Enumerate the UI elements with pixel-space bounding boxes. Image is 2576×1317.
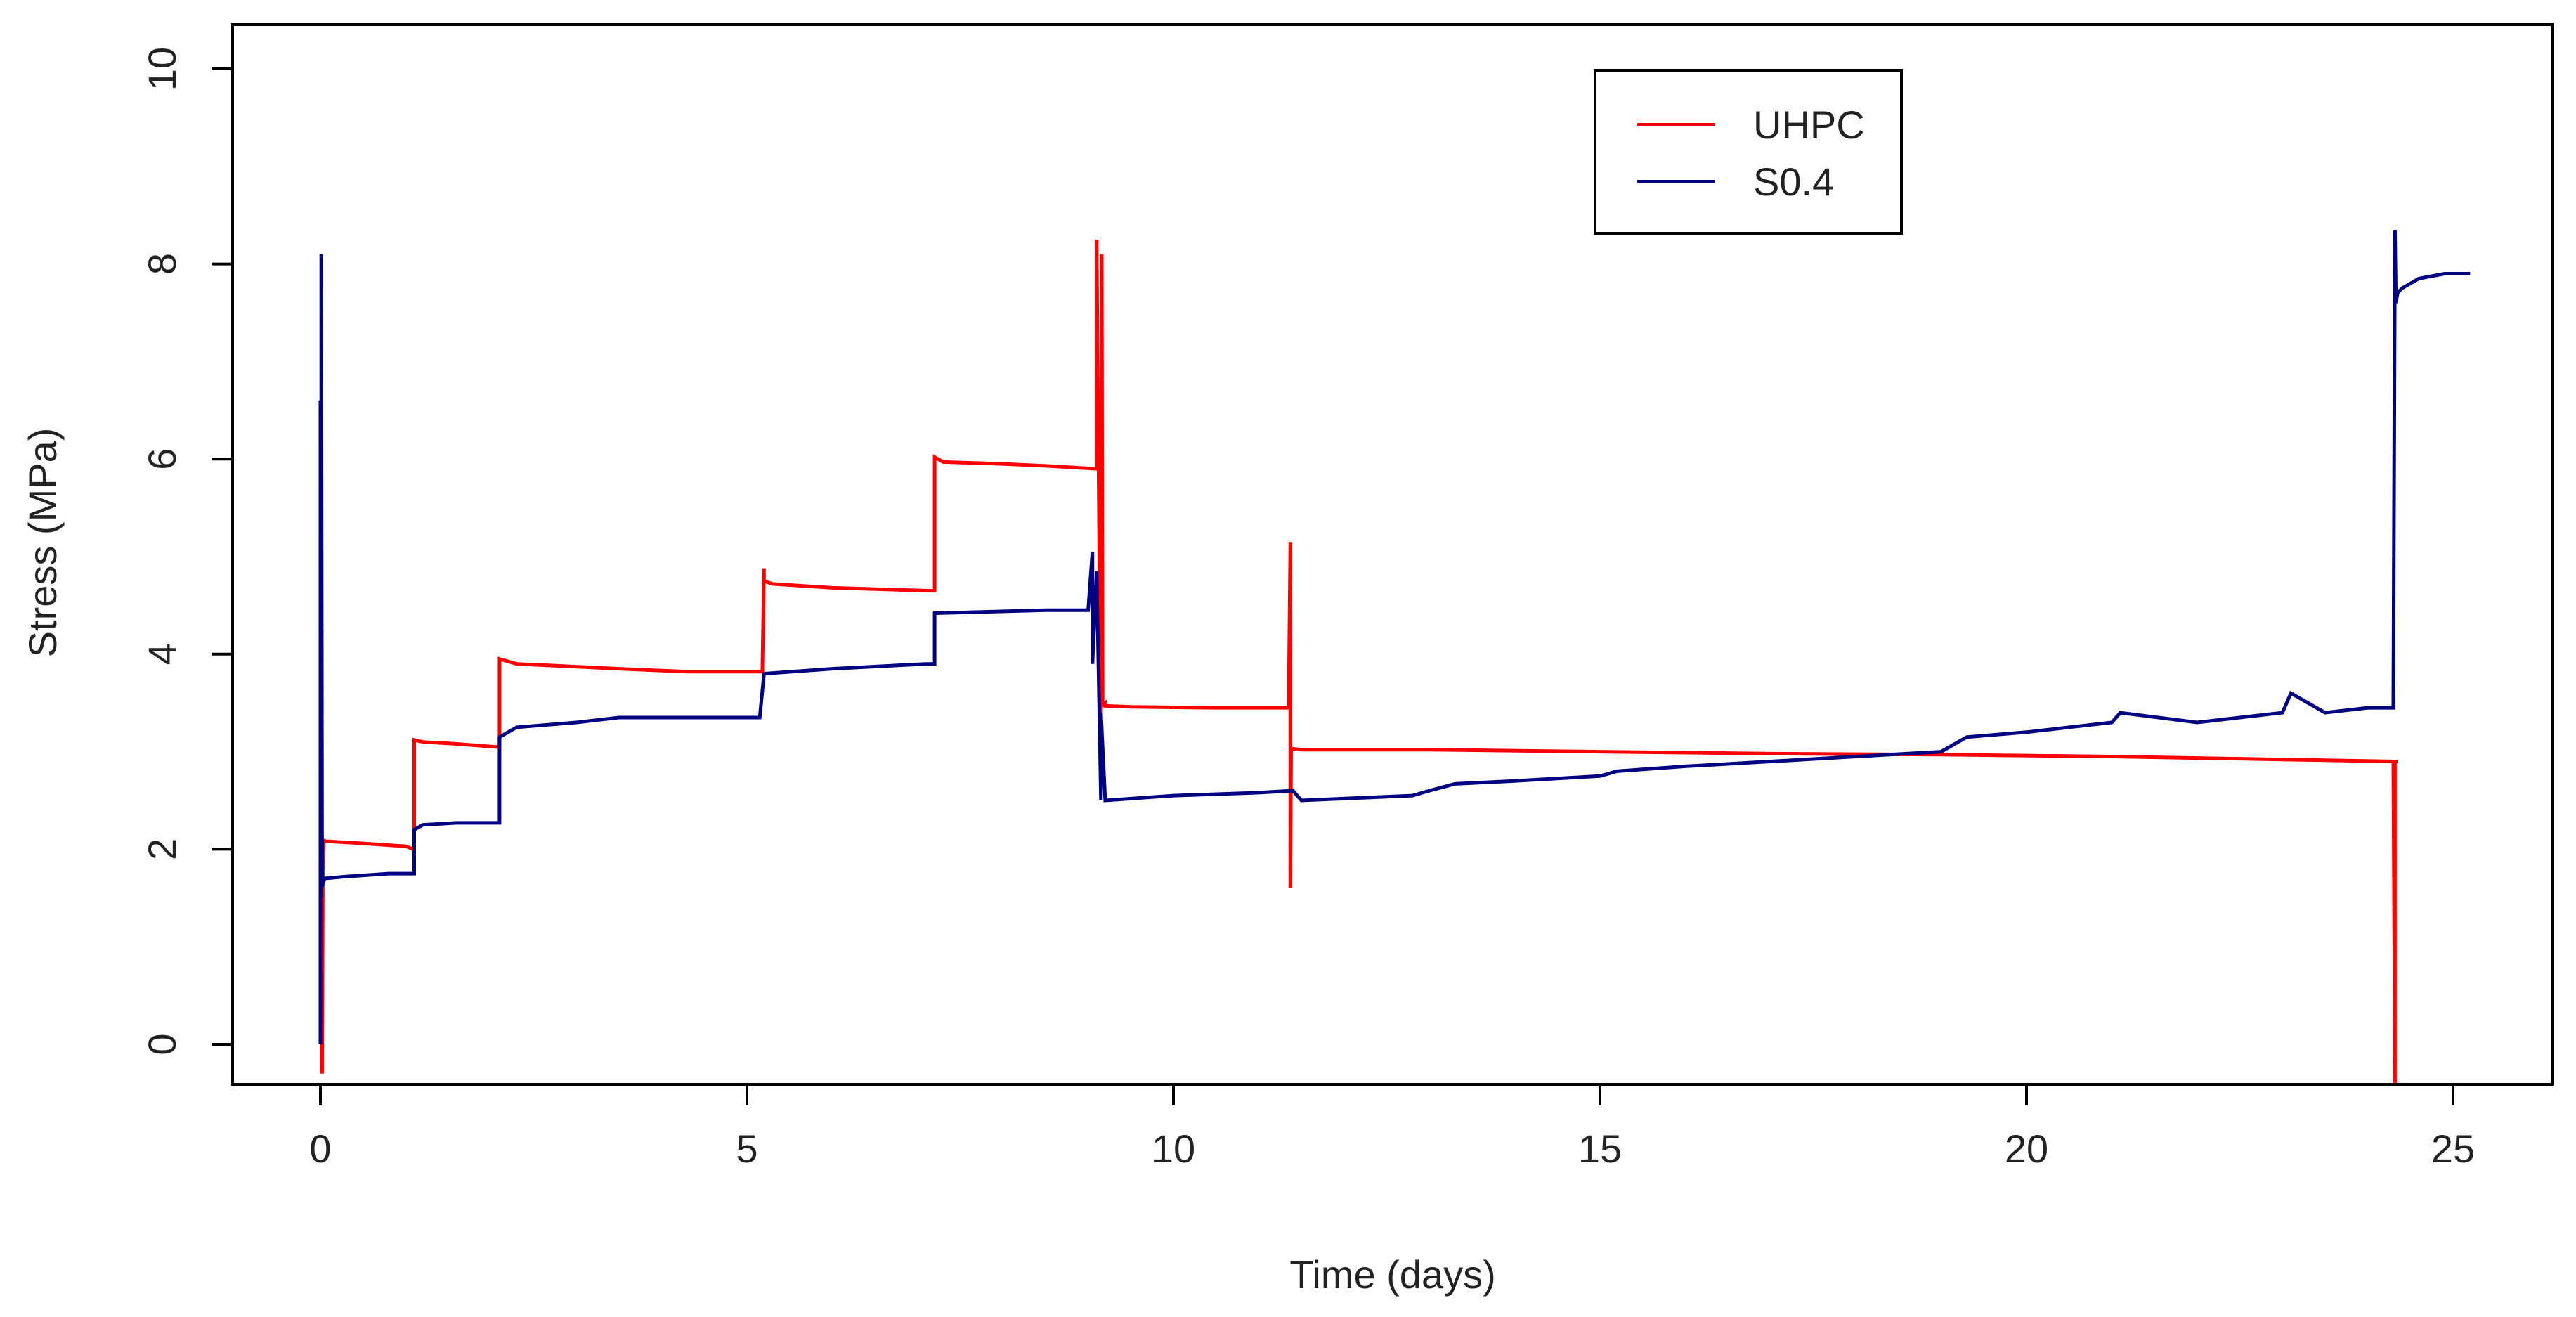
x-tick-label: 5 [736,1127,757,1171]
x-tick-label: 10 [1152,1127,1195,1171]
x-axis-label: Time (days) [1289,1252,1496,1297]
legend-box [1594,69,1903,235]
y-axis: 0 2 4 6 8 10 [140,47,234,1056]
y-axis-label: Stress (MPa) [20,428,65,658]
legend-label-uhpc: UHPC [1753,103,1865,147]
y-tick-label: 0 [140,1033,184,1055]
x-axis: 0 5 10 15 20 25 [309,1083,2475,1171]
x-tick-label: 20 [2005,1127,2048,1171]
series-line-s04 [318,229,2471,1044]
plot-area [318,229,2471,1084]
x-tick-label: 25 [2431,1127,2475,1171]
legend-label-s04: S0.4 [1753,160,1834,204]
y-tick-label: 10 [140,47,184,91]
y-tick-label: 4 [140,643,184,665]
legend: UHPC S0.4 [1594,69,1903,235]
x-tick-label: 15 [1578,1127,1622,1171]
y-tick-label: 6 [140,448,184,470]
x-tick-label: 0 [309,1127,331,1171]
y-tick-label: 2 [140,838,184,860]
y-tick-label: 8 [140,253,184,275]
